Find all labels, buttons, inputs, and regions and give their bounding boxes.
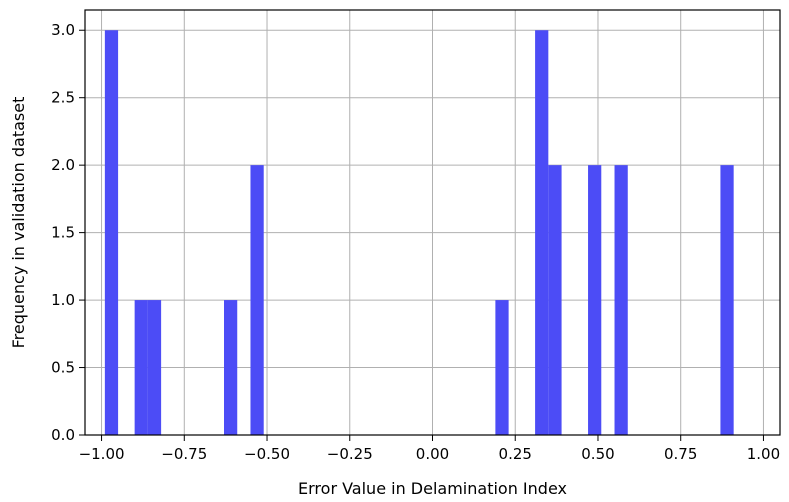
x-axis-ticks: −1.00 −0.75 −0.50 −0.25 0.00 0.25 0.50 0.75 1.00 (79, 435, 780, 463)
y-tick-label: 2.0 (51, 156, 75, 174)
histogram-bar (224, 300, 238, 435)
histogram-bar (250, 165, 264, 435)
histogram-bar (134, 300, 148, 435)
y-tick-label: 0.0 (51, 426, 75, 444)
histogram-bar (588, 165, 602, 435)
histogram-bars (104, 30, 734, 435)
histogram-bar (614, 165, 628, 435)
x-tick-label: 0.75 (664, 445, 697, 463)
x-tick-label: 1.00 (747, 445, 780, 463)
histogram-bar (720, 165, 734, 435)
y-tick-label: 1.5 (51, 224, 75, 242)
y-axis-ticks: 0.0 0.5 1.0 1.5 2.0 2.5 3.0 (51, 21, 85, 444)
y-tick-label: 3.0 (51, 21, 75, 39)
grid-lines (85, 10, 780, 436)
histogram-bar (548, 165, 562, 435)
x-tick-label: 0.50 (581, 445, 614, 463)
x-axis-label: Error Value in Delamination Index (298, 479, 567, 498)
x-tick-label: −0.75 (161, 445, 207, 463)
x-tick-label: 0.25 (499, 445, 532, 463)
histogram-bar (495, 300, 509, 435)
y-tick-label: 0.5 (51, 359, 75, 377)
x-tick-label: 0.00 (416, 445, 449, 463)
y-tick-label: 1.0 (51, 291, 75, 309)
histogram-bar (535, 30, 549, 435)
x-tick-label: −1.00 (79, 445, 125, 463)
x-tick-label: −0.50 (244, 445, 290, 463)
y-tick-label: 2.5 (51, 89, 75, 107)
histogram-bar (147, 300, 162, 435)
histogram-bar (104, 30, 119, 435)
y-axis-label: Frequency in validation dataset (9, 97, 28, 349)
x-tick-label: −0.25 (327, 445, 373, 463)
